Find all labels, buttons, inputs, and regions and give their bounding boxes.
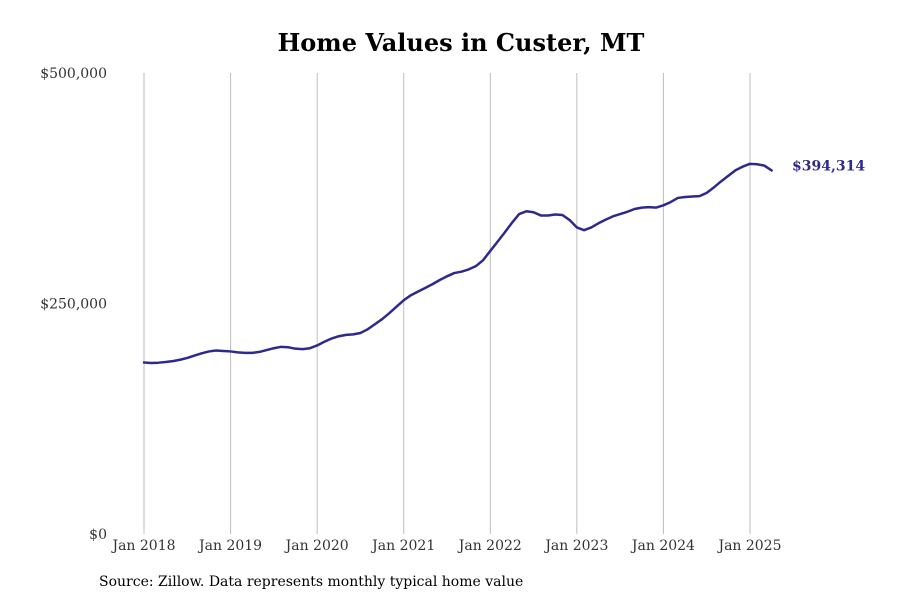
source-note: Source: Zillow. Data represents monthly …	[99, 574, 524, 590]
y-tick-label: $500,000	[40, 66, 107, 82]
x-tick-label: Jan 2021	[370, 538, 435, 554]
end-label-layer: $394,314	[792, 158, 865, 174]
y-tick-label: $250,000	[40, 297, 107, 313]
x-tick-label: Jan 2019	[197, 538, 262, 554]
x-tick-label: Jan 2023	[543, 538, 608, 554]
end-value-label: $394,314	[792, 158, 865, 174]
chart-title: Home Values in Custer, MT	[277, 28, 645, 57]
x-tick-label: Jan 2018	[110, 538, 175, 554]
x-tick-label: Jan 2025	[716, 538, 781, 554]
y-axis-ticks: $0 $250,000 $500,000	[40, 66, 107, 543]
x-tick-label: Jan 2024	[630, 538, 695, 554]
y-tick-label: $0	[89, 527, 107, 543]
x-tick-label: Jan 2022	[457, 538, 522, 554]
x-axis-ticks: Jan 2018 Jan 2019 Jan 2020 Jan 2021 Jan 2022…	[110, 538, 781, 554]
series-line	[142, 162, 773, 365]
x-tick-label: Jan 2020	[284, 538, 349, 554]
series-layer	[142, 162, 773, 365]
gridlines	[143, 73, 751, 534]
